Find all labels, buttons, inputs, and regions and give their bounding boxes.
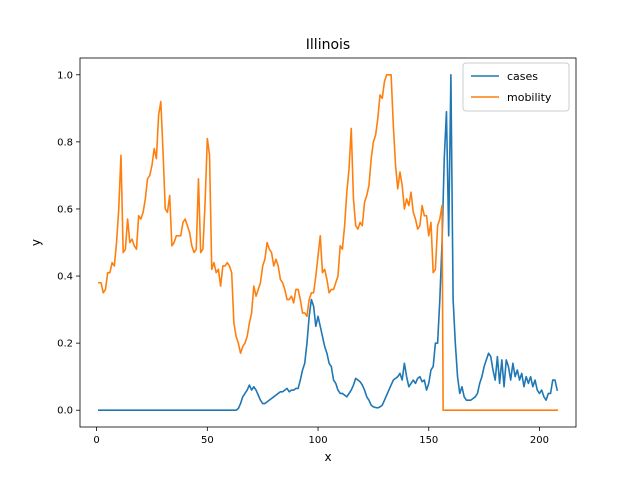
y-tick-label: 0.8 [57,137,73,148]
y-tick-label: 0.2 [57,339,73,350]
x-tick-label: 100 [308,435,327,446]
series-line-cases [98,73,559,412]
legend-label-mobility: mobility [507,91,552,104]
y-tick-label: 1.0 [57,70,73,81]
legend: cases mobility [462,62,570,112]
y-axis: 0.0 0.2 0.4 0.6 0.8 1.0 [57,70,80,417]
series-layer [98,73,559,412]
plot-frame [79,57,577,428]
y-tick-label: 0.6 [57,204,73,215]
series-line-mobility [98,73,558,412]
x-axis: 0 50 100 150 200 [93,427,549,446]
chart-title: Illinois [306,37,350,53]
y-tick-label: 0.4 [57,272,73,283]
y-axis-label: y [29,239,43,246]
legend-label-cases: cases [507,70,538,83]
x-axis-label: x [324,450,331,464]
x-tick-label: 0 [93,435,99,446]
x-tick-label: 50 [201,435,214,446]
x-tick-label: 150 [419,435,438,446]
legend-box [462,62,570,112]
y-tick-label: 0.0 [57,406,73,417]
x-tick-label: 200 [530,435,549,446]
